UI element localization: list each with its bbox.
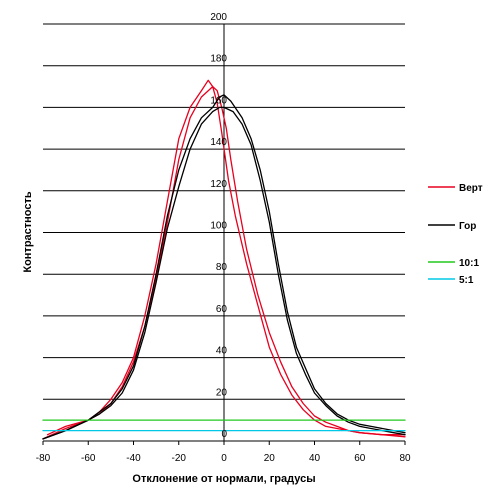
x-tick-label: 0 <box>221 453 227 464</box>
x-tick-label: 20 <box>264 453 276 464</box>
series-lines <box>42 79 406 440</box>
x-axis-title: Отклонение от нормали, градусы <box>132 473 315 485</box>
legend-item-5-1: 5:1 <box>428 275 474 286</box>
x-tick-label: 80 <box>399 453 411 464</box>
y-tick-labels: 0 20 40 60 80 100 120 140 160 180 200 <box>210 12 227 440</box>
x-tick-label: -40 <box>126 453 141 464</box>
x-tick-label: 60 <box>354 453 366 464</box>
legend-item-10-1: 10:1 <box>428 258 479 269</box>
x-tick-label: -80 <box>36 453 51 464</box>
axes <box>42 24 406 445</box>
x-tick-label: -20 <box>172 453 187 464</box>
legend-label-10-1: 10:1 <box>459 258 479 269</box>
legend-label-5-1: 5:1 <box>459 275 474 286</box>
y-tick-label: 20 <box>216 387 228 398</box>
legend-label-vert: Верт <box>459 183 483 194</box>
y-tick-label: 40 <box>216 346 228 357</box>
y-tick-label: 180 <box>210 54 227 65</box>
series-line-2 <box>42 85 406 440</box>
y-tick-label: 100 <box>210 221 227 232</box>
x-tick-label: -60 <box>81 453 96 464</box>
y-tick-label: 80 <box>216 262 228 273</box>
x-tick-label: 40 <box>309 453 321 464</box>
y-tick-label: 140 <box>210 137 227 148</box>
series-line-1 <box>46 79 406 436</box>
series-line-3 <box>42 94 406 440</box>
legend-item-hor: Гор <box>428 221 476 232</box>
legend-label-hor: Гор <box>459 221 476 232</box>
y-tick-label: 60 <box>216 304 228 315</box>
y-tick-label: 200 <box>210 12 227 23</box>
y-tick-label: 160 <box>210 95 227 106</box>
legend: Верт Гор 10:1 5:1 <box>428 183 483 286</box>
y-tick-label: 120 <box>210 179 227 190</box>
y-axis-title: Контрастность <box>22 191 34 273</box>
x-tick-labels: -80 -60 -40 -20 0 20 40 60 80 <box>36 453 411 464</box>
y-tick-label: 0 <box>221 429 227 440</box>
legend-item-vert: Верт <box>428 183 483 194</box>
series-line-4 <box>42 106 406 440</box>
